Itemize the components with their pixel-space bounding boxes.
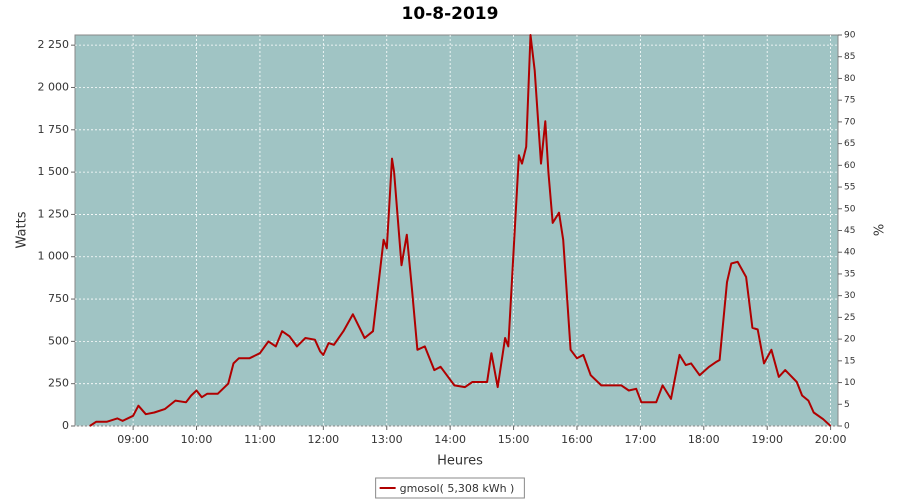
chart-title: 10-8-2019 (402, 4, 499, 24)
x-tick-label: 11:00 (244, 433, 276, 446)
y-tick-label: 1 000 (38, 250, 70, 263)
y-tick-label: 0 (62, 419, 69, 432)
y-tick-label: 1 500 (38, 165, 70, 178)
y2-axis-label: % (873, 224, 888, 236)
y2-tick-label: 85 (844, 52, 855, 62)
y2-tick-label: 25 (844, 313, 855, 323)
y2-tick-label: 10 (844, 378, 856, 388)
x-tick-label: 19:00 (751, 433, 783, 446)
y-tick-label: 1 250 (38, 207, 70, 220)
y-tick-label: 250 (48, 377, 69, 390)
y2-tick-label: 45 (844, 226, 855, 236)
y-tick-label: 1 750 (38, 123, 70, 136)
y2-tick-label: 70 (844, 117, 856, 127)
x-tick-label: 14:00 (434, 433, 466, 446)
x-tick-label: 12:00 (307, 433, 339, 446)
y-tick-label: 2 250 (38, 38, 70, 51)
y2-tick-label: 65 (844, 139, 855, 149)
y2-tick-label: 40 (844, 248, 856, 258)
y2-tick-label: 35 (844, 269, 855, 279)
y-axis-label: Watts (15, 211, 30, 248)
x-tick-label: 18:00 (688, 433, 720, 446)
y2-tick-label: 60 (844, 161, 856, 171)
y2-tick-label: 55 (844, 183, 855, 193)
y2-tick-label: 90 (844, 31, 856, 41)
legend-label: gmosol( 5,308 kWh ) (400, 482, 515, 495)
line-series (89, 34, 832, 427)
x-tick-label: 15:00 (498, 433, 530, 446)
y2-tick-label: 50 (844, 204, 856, 214)
y-tick-label: 750 (48, 292, 69, 305)
x-tick-label: 16:00 (561, 433, 593, 446)
x-tick-label: 09:00 (117, 433, 149, 446)
legend-box (375, 477, 525, 499)
y-tick-label: 2 000 (38, 80, 70, 93)
y2-tick-label: 15 (844, 356, 855, 366)
x-tick-label: 20:00 (815, 433, 847, 446)
y2-tick-label: 75 (844, 96, 855, 106)
y2-tick-label: 0 (844, 422, 850, 432)
legend: gmosol( 5,308 kWh ) (375, 477, 525, 499)
x-tick-label: 17:00 (625, 433, 657, 446)
x-tick-label: 10:00 (181, 433, 213, 446)
y-tick-label: 500 (48, 334, 69, 347)
y2-tick-label: 30 (844, 291, 856, 301)
y2-tick-label: 80 (844, 74, 856, 84)
plot-area (74, 34, 839, 427)
y2-tick-label: 20 (844, 335, 856, 345)
x-axis-label: Heures (437, 454, 483, 469)
y2-tick-label: 5 (844, 400, 850, 410)
x-tick-label: 13:00 (371, 433, 403, 446)
